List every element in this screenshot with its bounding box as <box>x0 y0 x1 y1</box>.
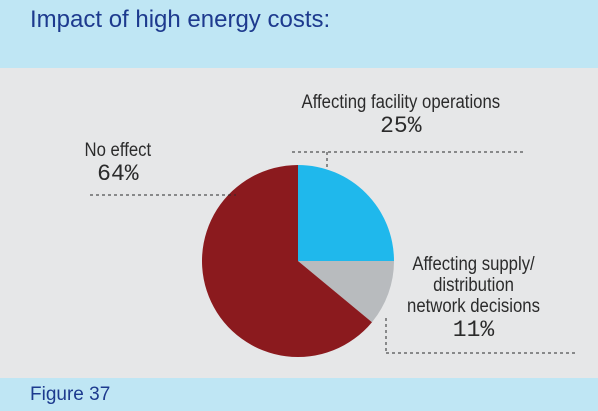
pie-slice-no-effect <box>201 165 372 357</box>
slice-value-facility-operations: 25% <box>380 113 422 139</box>
figure-footer: Figure 37 <box>0 378 598 411</box>
slice-name-line-1: Affecting supply/ <box>412 254 535 275</box>
slice-name-line-2: distribution <box>433 275 514 296</box>
pie-slice-facility-operations <box>298 165 394 261</box>
chart-title: Impact of high energy costs: <box>30 6 331 33</box>
slice-name-no-effect: No effect <box>84 140 152 161</box>
slice-name-line-3: network decisions <box>407 296 540 317</box>
plot-area: Affecting facility operations 25% Affect… <box>0 68 598 378</box>
slice-name-facility-operations: Affecting facility operations <box>301 92 501 113</box>
title-banner: Impact of high energy costs: <box>0 0 598 68</box>
slice-label-supply-distribution: Affecting supply/ distribution network d… <box>398 254 549 343</box>
slice-label-facility-operations: Affecting facility operations 25% <box>288 92 514 139</box>
slice-value-no-effect: 64% <box>97 161 139 187</box>
slice-value-supply-distribution: 11% <box>452 317 495 343</box>
slice-label-no-effect: No effect 64% <box>80 140 156 187</box>
pie-chart <box>90 151 578 357</box>
pie-slice-supply-distribution <box>298 261 394 323</box>
figure-label: Figure 37 <box>30 384 111 405</box>
